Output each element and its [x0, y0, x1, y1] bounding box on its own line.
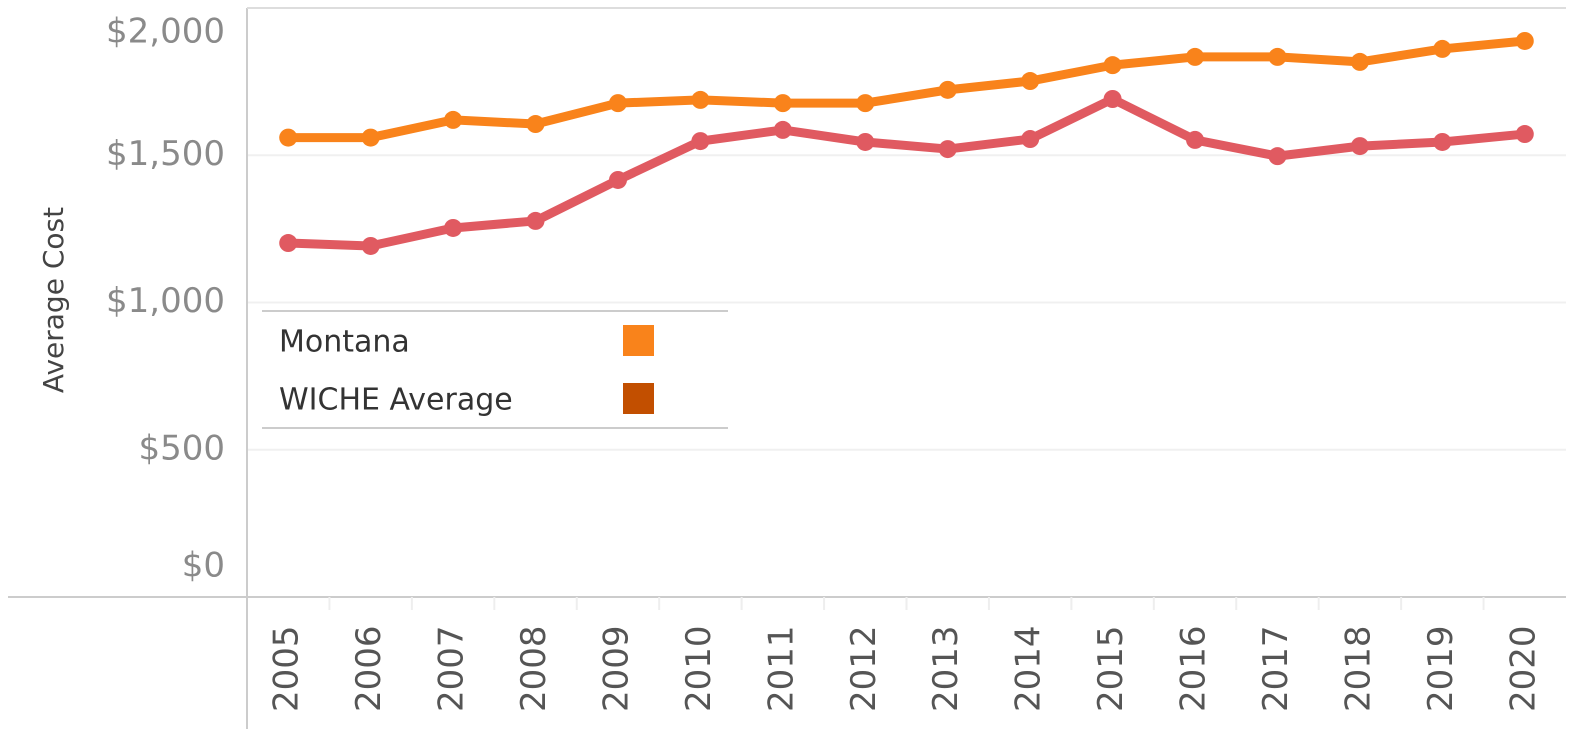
x-tick-label: 2011	[761, 625, 801, 712]
data-point	[856, 132, 875, 151]
y-tick-label: $1,500	[106, 134, 225, 174]
data-point	[608, 170, 627, 189]
data-point	[444, 218, 463, 237]
data-point	[773, 120, 792, 139]
x-tick-label: 2014	[1009, 625, 1049, 712]
y-axis-title: Average Cost	[37, 207, 70, 393]
series-line	[288, 94, 1526, 251]
series-line	[288, 36, 1526, 143]
data-point	[1433, 132, 1452, 151]
data-point	[608, 94, 627, 113]
y-tick-label: $2,000	[106, 12, 225, 52]
data-point	[1021, 130, 1040, 149]
data-point	[444, 110, 463, 129]
data-point	[1268, 47, 1287, 66]
legend-swatch	[623, 383, 654, 414]
y-tick-label: $1,000	[106, 281, 225, 321]
data-point	[361, 128, 380, 147]
x-tick-label: 2016	[1174, 625, 1214, 712]
y-tick-label: $0	[182, 546, 225, 586]
data-point	[1268, 147, 1287, 166]
x-tick-label: 2009	[596, 625, 636, 712]
x-tick-label: 2005	[267, 625, 307, 712]
x-tick-label: 2017	[1256, 625, 1296, 712]
data-point	[1350, 52, 1369, 71]
x-tick-label: 2020	[1503, 625, 1543, 712]
y-tick-label: $500	[138, 428, 225, 468]
data-point	[526, 211, 545, 230]
data-point	[279, 234, 298, 253]
data-point	[1186, 47, 1205, 66]
data-point	[691, 132, 710, 151]
x-tick-label: 2008	[514, 625, 554, 712]
x-tick-label: 2006	[349, 625, 389, 712]
data-point	[856, 94, 875, 113]
x-tick-label: 2019	[1421, 625, 1461, 712]
data-point	[1021, 72, 1040, 91]
data-point	[361, 236, 380, 255]
data-point	[1515, 31, 1534, 50]
data-point	[938, 140, 957, 159]
data-point	[1103, 56, 1122, 75]
x-tick-label: 2012	[844, 625, 884, 712]
data-point	[279, 128, 298, 147]
x-tick-label: 2013	[926, 625, 966, 712]
legend-label: WICHE Average	[279, 383, 513, 418]
data-point	[526, 115, 545, 134]
x-tick-label: 2015	[1091, 625, 1131, 712]
legend-swatch	[623, 325, 654, 356]
x-tick-label: 2007	[432, 625, 472, 712]
x-tick-label: 2018	[1338, 625, 1378, 712]
data-point	[1186, 130, 1205, 149]
data-point	[1433, 39, 1452, 58]
legend-label: Montana	[279, 325, 410, 360]
data-point	[938, 80, 957, 99]
x-tick-label: 2010	[679, 625, 719, 712]
data-point	[1515, 125, 1534, 144]
data-point	[1350, 137, 1369, 156]
data-point	[1103, 90, 1122, 109]
data-point	[773, 94, 792, 113]
data-point	[691, 90, 710, 109]
